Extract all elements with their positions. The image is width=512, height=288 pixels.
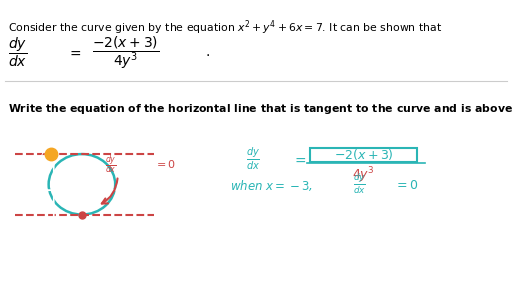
Text: $= 0$: $= 0$ bbox=[394, 179, 419, 192]
Text: $=$: $=$ bbox=[67, 46, 81, 59]
Text: $= 0$: $= 0$ bbox=[154, 158, 176, 170]
Text: $\dfrac{dy}{dx}$: $\dfrac{dy}{dx}$ bbox=[8, 36, 27, 69]
Text: $\frac{dy}{dx}$: $\frac{dy}{dx}$ bbox=[246, 145, 260, 172]
Text: $.$: $.$ bbox=[205, 46, 214, 59]
Text: when $x = -3$,: when $x = -3$, bbox=[230, 178, 313, 193]
Text: $\dfrac{-2(x+3)}{4y^3}$: $\dfrac{-2(x+3)}{4y^3}$ bbox=[92, 34, 160, 71]
Text: $4y^3$: $4y^3$ bbox=[352, 165, 375, 185]
Text: $\frac{dy}{dx}$: $\frac{dy}{dx}$ bbox=[353, 172, 366, 196]
Text: $y$: $y$ bbox=[39, 146, 48, 158]
Text: $=$: $=$ bbox=[292, 153, 307, 167]
Text: $-2(x+3)$: $-2(x+3)$ bbox=[334, 147, 393, 162]
Text: $x$: $x$ bbox=[218, 183, 227, 193]
Text: Write the equation of the horizontal line that is tangent to the curve and is ab: Write the equation of the horizontal lin… bbox=[8, 102, 512, 116]
Text: $\frac{dy}{dx}$: $\frac{dy}{dx}$ bbox=[105, 153, 117, 176]
Text: Consider the curve given by the equation $x^2 + y^4 + 6x = 7$. It can be shown t: Consider the curve given by the equation… bbox=[8, 18, 442, 37]
